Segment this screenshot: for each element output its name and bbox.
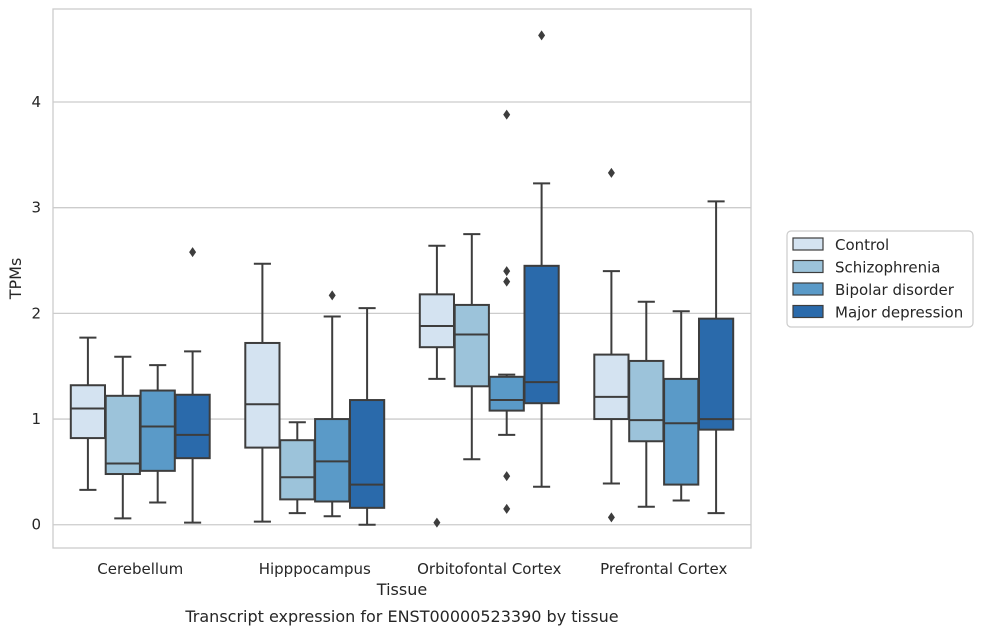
- box-body: [697, 317, 735, 431]
- box-3-3: [697, 200, 735, 515]
- y-tick-label: 0: [31, 516, 41, 534]
- legend-swatch: [792, 259, 824, 274]
- box-1-0: [244, 262, 281, 523]
- outlier-marker: [503, 266, 511, 277]
- box-1-3: [348, 307, 386, 526]
- box-0-2: [139, 364, 176, 504]
- outlier-marker: [607, 512, 615, 523]
- box-2-1: [453, 233, 490, 461]
- legend-label: Major depression: [835, 304, 963, 322]
- box-body: [139, 389, 176, 472]
- box-1-2: [314, 290, 351, 518]
- box-3-2: [663, 310, 700, 502]
- x-tick-label: Orbitofontal Cortex: [417, 560, 561, 578]
- y-tick-label: 1: [31, 410, 41, 428]
- legend-swatch: [792, 237, 824, 251]
- y-tick-label: 2: [31, 304, 41, 322]
- outlier-marker: [503, 276, 511, 287]
- plot-frame: [52, 8, 752, 549]
- outlier-marker: [607, 167, 615, 178]
- boxes: [69, 30, 735, 528]
- box-body: [348, 399, 386, 509]
- y-tick-labels: 0 1 2 3 4: [31, 93, 41, 534]
- box-3-1: [628, 300, 665, 508]
- box-body: [244, 341, 281, 449]
- y-axis-label: TPMs: [6, 258, 25, 301]
- box-body: [523, 264, 560, 405]
- box-body: [628, 359, 665, 443]
- outlier-marker: [503, 109, 511, 120]
- x-axis-label: Tissue: [376, 580, 427, 599]
- x-tick-labels: Cerebellum Hipppocampus Orbitofontal Corte…: [97, 560, 727, 578]
- y-tick-label: 3: [31, 199, 41, 217]
- y-tick-label: 4: [31, 93, 41, 111]
- box-body: [663, 377, 700, 486]
- legend-label: Control: [835, 236, 889, 254]
- outlier-marker: [503, 503, 511, 514]
- legend-frame: [786, 230, 974, 328]
- legend-swatch: [792, 282, 824, 296]
- box-1-1: [279, 421, 316, 515]
- legend: Control Schizophrenia Bipolar disorder Majo…: [786, 230, 974, 328]
- box-body: [314, 418, 351, 503]
- outlier-marker: [189, 247, 197, 258]
- box-body: [488, 375, 525, 412]
- box-2-0: [418, 244, 456, 528]
- x-tick-label: Hipppocampus: [259, 560, 371, 578]
- outlier-marker: [503, 471, 511, 482]
- x-tick-label: Prefrontal Cortex: [600, 560, 727, 578]
- box-body: [279, 439, 316, 501]
- outlier-marker: [538, 30, 546, 41]
- box-2-2: [488, 109, 525, 514]
- legend-label: Schizophrenia: [835, 259, 940, 277]
- box-body: [593, 353, 630, 421]
- outlier-marker: [328, 290, 336, 301]
- box-3-0: [593, 167, 630, 523]
- box-body: [104, 394, 141, 476]
- box-body: [69, 384, 107, 440]
- legend-label: Bipolar disorder: [835, 281, 955, 299]
- legend-swatch: [792, 304, 824, 319]
- box-body: [418, 293, 456, 349]
- box-body: [174, 393, 211, 460]
- x-tick-label: Cerebellum: [97, 560, 183, 578]
- box-0-1: [104, 355, 141, 520]
- box-0-0: [69, 336, 107, 491]
- box-0-3: [174, 247, 211, 524]
- box-body: [453, 303, 490, 388]
- box-2-3: [523, 30, 560, 488]
- outlier-marker: [433, 517, 441, 528]
- chart-caption: Transcript expression for ENST0000052339…: [184, 607, 618, 626]
